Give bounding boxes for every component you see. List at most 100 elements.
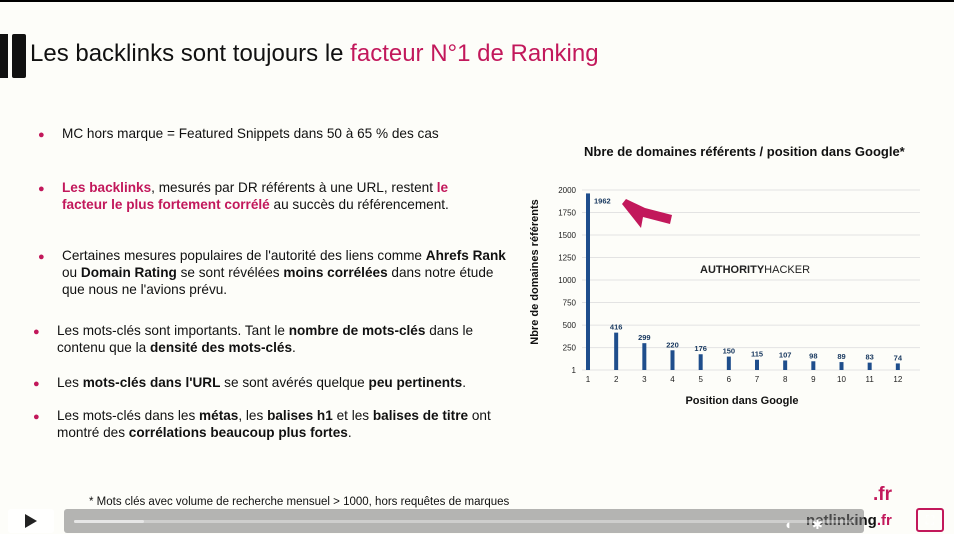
x-tick-label: 4 <box>670 375 675 384</box>
bullet-text: dans le contenu que la <box>57 323 474 355</box>
bullet-bold: Ahrefs Rank <box>425 248 506 263</box>
bullet-text: se sont avérés quelque <box>220 375 369 390</box>
bar <box>726 356 731 370</box>
bullet-text: . <box>462 375 466 390</box>
x-ticks: 1 2 3 4 5 6 7 8 9 10 11 12 <box>586 375 903 384</box>
y-tick-label: 500 <box>563 321 577 330</box>
x-tick-label: 5 <box>698 375 703 384</box>
x-tick-label: 12 <box>893 375 902 384</box>
bar-value-label: 299 <box>638 333 651 342</box>
x-axis-label: Position dans Google <box>685 395 798 407</box>
y-tick-label: 1000 <box>558 276 576 285</box>
bar <box>614 332 619 370</box>
y-tick-label: 1500 <box>558 231 576 240</box>
brand-tld: .fr <box>876 512 892 529</box>
video-controls: ◖ ✱ ⛶ <box>0 505 954 534</box>
x-tick-label: 10 <box>837 375 846 384</box>
brand-logo-tld: .fr <box>873 484 892 505</box>
title-highlight: facteur N°1 de Ranking <box>350 40 599 67</box>
bullet-text: ou <box>62 265 81 280</box>
y-tick-label: 2000 <box>558 186 576 195</box>
y-tick-label: 1750 <box>558 209 576 218</box>
fullscreen-button[interactable]: ⛶ <box>916 508 944 532</box>
bullet-text: au succès du référencement. <box>269 197 449 212</box>
bullet-text: . <box>347 425 352 440</box>
chart-grid <box>582 189 920 371</box>
chart: Nbre de domaines référents / position da… <box>520 144 950 414</box>
bullet-text: Certaines mesures populaires de l'autori… <box>62 248 426 263</box>
bullet-bold: balises de titre <box>372 408 469 423</box>
y-tick-label: 250 <box>563 344 577 353</box>
bullet-dot: ● <box>33 326 40 338</box>
fullscreen-icon: ⛶ <box>925 513 935 527</box>
bullet-bold: Domain Rating <box>80 265 177 280</box>
bar-value-label: 107 <box>779 350 792 359</box>
bullet-bold: moins corrélées <box>283 265 388 280</box>
bar-value-label: 89 <box>837 352 845 361</box>
bullet-text: MC hors marque = Featured Snippets dans … <box>62 126 439 141</box>
x-tick-label: 3 <box>642 375 647 384</box>
bar-value-label: 98 <box>809 351 817 360</box>
bullet-highlight: le facteur le plus fortement corrélé <box>62 180 449 212</box>
bullet-bold: peu pertinents <box>368 375 463 390</box>
arrow-shape <box>622 199 672 228</box>
bar <box>642 343 647 370</box>
bar-value-label: 150 <box>723 347 736 356</box>
bullet-5: ● Les mots-clés dans l'URL se sont avéré… <box>33 374 497 391</box>
bullet-bold: mots-clés dans l'URL <box>82 375 221 390</box>
chart-title: Nbre de domaines référents / position da… <box>584 144 905 159</box>
bar <box>698 354 703 370</box>
chart-bars: 1962 416 299 220 176 150 115 107 98 89 83 74 <box>586 193 903 370</box>
bullet-text: Les mots-clés sont importants. Tant le <box>57 323 289 338</box>
bullet-dot: ● <box>33 411 40 423</box>
bullet-dot: ● <box>33 378 40 390</box>
title-text: Les backlinks sont toujours le <box>30 40 351 67</box>
progress-bar[interactable]: ◖ ✱ <box>64 509 864 533</box>
bullet-4: ● Les mots-clés sont importants. Tant le… <box>33 322 497 356</box>
bullet-text: . <box>292 340 296 355</box>
x-tick-label: 7 <box>755 375 760 384</box>
y-axis-label: Nbre de domaines référents <box>529 199 541 345</box>
bar <box>783 360 788 370</box>
bullet-bold: densité des mots-clés <box>149 340 292 355</box>
bullet-bold: balises h1 <box>267 408 333 423</box>
bullet-bold: corrélations beaucoup plus fortes <box>128 425 348 440</box>
bar-value-label: 176 <box>694 344 707 353</box>
watermark-light: HACKER <box>764 264 810 276</box>
bullet-text: se sont révélées <box>176 265 284 280</box>
footnote: * Mots clés avec volume de recherche men… <box>89 496 510 508</box>
bar <box>670 350 675 370</box>
bar-value-label: 1962 <box>594 196 611 205</box>
bar-value-label: 74 <box>894 353 903 362</box>
bullet-3: ● Certaines mesures populaires de l'auto… <box>38 247 507 298</box>
slide-title: Les backlinks sont toujours le facteur N… <box>30 40 599 68</box>
volume-icon[interactable]: ◖ <box>784 517 792 532</box>
x-tick-label: 9 <box>811 375 816 384</box>
y-tick-label: 750 <box>563 299 577 308</box>
bullet-text: et les <box>332 408 373 423</box>
progress-track[interactable] <box>74 520 854 523</box>
chart-watermark: AUTHORITYHACKER <box>700 264 810 276</box>
bullet-6: ● Les mots-clés dans les métas, les bali… <box>33 407 497 441</box>
bullet-dot: ● <box>38 183 45 195</box>
bar <box>755 359 759 370</box>
gear-icon[interactable]: ✱ <box>812 517 823 532</box>
x-tick-label: 2 <box>614 375 619 384</box>
x-tick-label: 8 <box>783 375 788 384</box>
bar-value-label: 220 <box>666 340 679 349</box>
bullet-text: Les <box>57 375 83 390</box>
bullet-2: ● Les backlinks, mesurés par DR référent… <box>38 179 482 213</box>
bullet-1: ● MC hors marque = Featured Snippets dan… <box>38 125 502 142</box>
bar <box>811 361 816 370</box>
bullet-text: , les <box>238 408 268 423</box>
x-tick-label: 11 <box>866 375 875 384</box>
y-tick-label: 1250 <box>558 254 576 263</box>
bullet-highlight: Les backlinks <box>62 180 152 195</box>
play-button[interactable] <box>8 509 54 533</box>
x-tick-label: 6 <box>727 375 732 384</box>
bullet-text: ont montré des <box>57 408 491 440</box>
bullet-text: Les mots-clés dans les <box>57 408 200 423</box>
